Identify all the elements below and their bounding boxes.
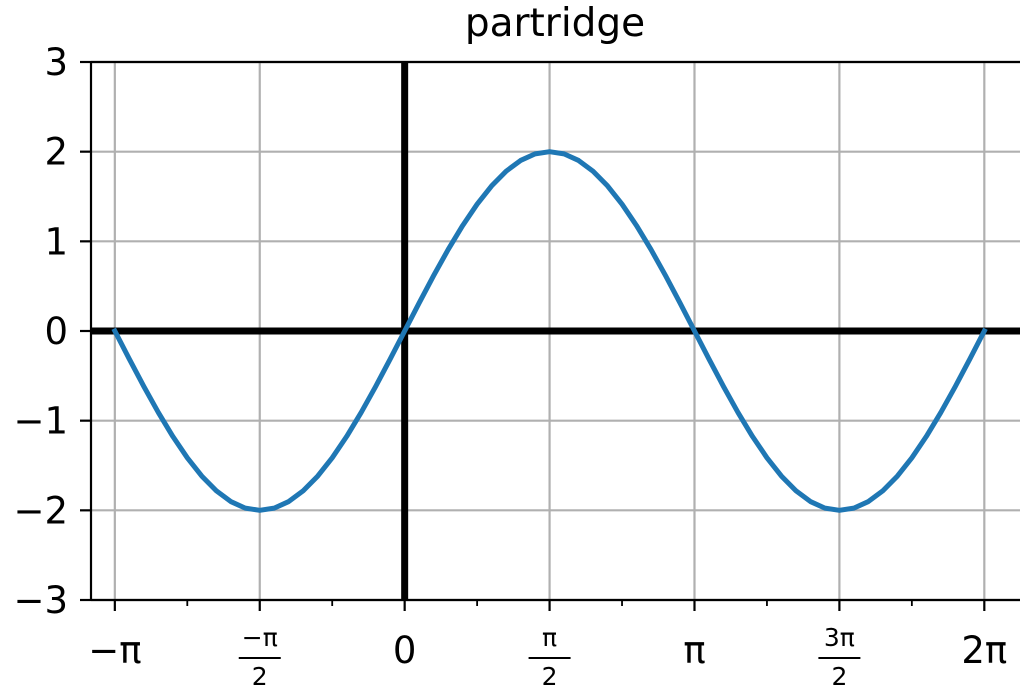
reference-lines (91, 62, 1020, 600)
x-tick-label: −π (88, 629, 141, 672)
y-tick-label: −2 (13, 489, 68, 532)
chart-title: partridge (465, 1, 645, 46)
y-tick-label: −1 (13, 400, 68, 443)
x-tick-label: 2π (961, 629, 1007, 672)
y-tick-label: 2 (44, 131, 68, 174)
x-tick-label-numerator: 3π (824, 623, 855, 652)
x-tick-label-denominator: 2 (252, 662, 268, 691)
y-tick-label: −3 (13, 579, 68, 622)
series-layer (111, 149, 988, 513)
y-tick-label: 0 (44, 310, 68, 353)
y-tick-label: 3 (44, 41, 68, 84)
x-tick-label-denominator: 2 (831, 662, 847, 691)
series-line-0 (111, 149, 988, 513)
x-tick-label: π (683, 629, 705, 672)
x-tick-label-numerator: π (542, 623, 557, 652)
x-tick-label-numerator: −π (242, 623, 278, 652)
x-tick-label-denominator: 2 (542, 662, 558, 691)
tick-marks (80, 60, 986, 611)
x-tick-label: 0 (393, 629, 417, 672)
y-tick-label: 1 (44, 220, 68, 263)
